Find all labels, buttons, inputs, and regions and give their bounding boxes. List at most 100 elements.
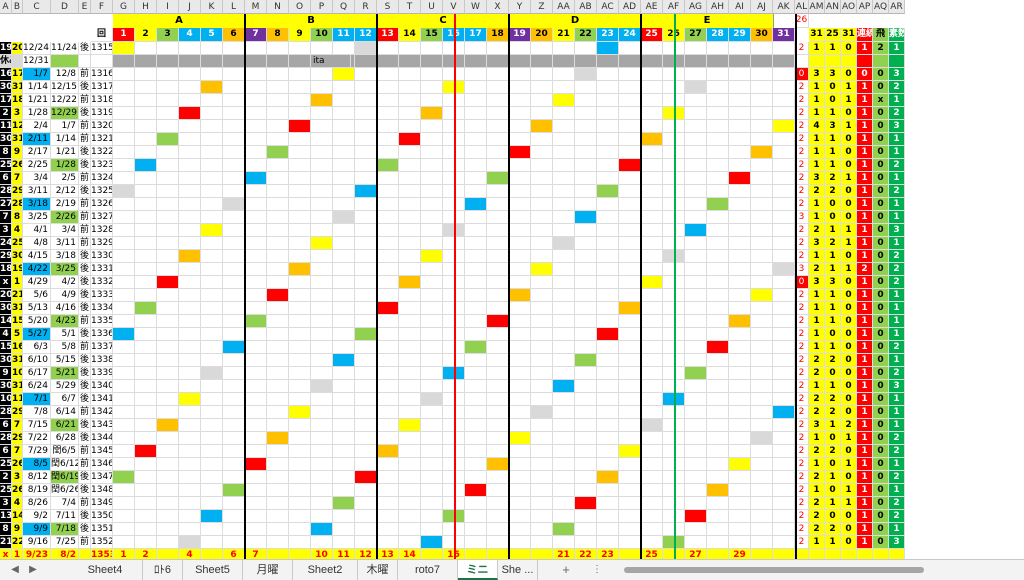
row-a[interactable]: 21 [0,536,12,549]
grid-cell[interactable] [399,419,421,432]
grid-cell[interactable] [421,42,443,55]
grid-cell[interactable] [223,406,245,419]
grid-cell[interactable] [575,211,597,224]
grid-cell[interactable] [487,445,509,458]
grid-cell[interactable] [201,471,223,484]
row-period[interactable]: 前 [79,315,91,328]
row-aq[interactable]: 0 [873,211,889,224]
header-number-17[interactable]: 17 [465,28,487,42]
grid-cell[interactable] [751,42,773,55]
grid-cell[interactable] [531,393,553,406]
grid-cell[interactable] [113,393,135,406]
grid-cell[interactable] [773,94,795,107]
footer-number[interactable]: 10 [311,549,333,559]
row-date[interactable]: 9/16 [23,536,51,549]
grid-cell[interactable] [113,250,135,263]
grid-cell[interactable] [179,250,201,263]
grid-cell[interactable] [597,107,619,120]
grid-cell[interactable] [333,523,355,536]
grid-cell[interactable] [553,263,575,276]
grid-cell[interactable] [641,458,663,471]
grid-cell[interactable] [311,146,333,159]
grid-cell[interactable] [399,133,421,146]
row-al[interactable]: 2 [795,172,809,185]
row-date[interactable]: 3/4 [23,172,51,185]
grid-cell[interactable] [575,484,597,497]
grid-cell[interactable] [531,211,553,224]
row-ap[interactable]: 1 [857,276,873,289]
grid-cell[interactable] [135,211,157,224]
row-prev-date[interactable]: 3/11 [51,237,79,250]
grid-cell[interactable] [135,302,157,315]
tab-scroll-left-button[interactable]: ◀ [11,564,19,575]
grid-cell[interactable] [179,471,201,484]
row-ap[interactable]: 2 [857,263,873,276]
row-am[interactable]: 3 [809,172,825,185]
row-ap[interactable]: 1 [857,497,873,510]
grid-cell[interactable] [465,419,487,432]
header-number-28[interactable]: 28 [707,28,729,42]
row-ao[interactable]: 0 [841,510,857,523]
grid-cell[interactable] [179,185,201,198]
grid-cell[interactable] [311,289,333,302]
group-label-d[interactable]: D [509,14,642,28]
grid-cell[interactable] [619,536,641,549]
grid-cell[interactable] [289,536,311,549]
grid-cell[interactable] [553,211,575,224]
grid-cell[interactable] [157,55,179,68]
grid-cell[interactable] [399,393,421,406]
grid-cell[interactable] [729,42,751,55]
row-date[interactable]: 8/26 [23,497,51,510]
grid-cell[interactable] [597,81,619,94]
grid-cell[interactable] [751,315,773,328]
grid-cell[interactable] [113,42,135,55]
grid-cell[interactable] [223,263,245,276]
grid-cell[interactable] [333,250,355,263]
grid-cell[interactable] [509,445,531,458]
spreadsheet-grid[interactable]: A B C D E F G H I J K L M N O P Q R S T U V W X Y Z AA AB AC AD AE AF AG… [0,0,1024,559]
grid-cell[interactable] [773,367,795,380]
row-a[interactable]: 29 [0,250,12,263]
grid-cell[interactable] [575,497,597,510]
row-ap[interactable]: 1 [857,81,873,94]
grid-cell[interactable] [179,341,201,354]
row-prev-date[interactable]: 閏6/26 [51,484,79,497]
grid-cell[interactable] [531,81,553,94]
row-ao[interactable]: 0 [841,328,857,341]
grid-cell[interactable] [179,445,201,458]
row-ap[interactable]: 1 [857,328,873,341]
header-aq[interactable]: 飛 [873,28,889,42]
grid-cell[interactable] [179,510,201,523]
row-ar[interactable]: 3 [889,120,905,133]
row-ao[interactable]: 0 [841,315,857,328]
grid-cell[interactable] [487,81,509,94]
grid-cell[interactable] [597,146,619,159]
row-date[interactable]: 5/20 [23,315,51,328]
grid-cell[interactable] [377,68,399,81]
grid-cell[interactable] [201,315,223,328]
grid-cell[interactable] [487,432,509,445]
grid-cell[interactable] [465,107,487,120]
footer-number[interactable]: 23 [597,549,619,559]
row-aq[interactable]: 0 [873,328,889,341]
grid-cell[interactable] [289,354,311,367]
grid-cell[interactable] [465,315,487,328]
grid-cell[interactable] [157,419,179,432]
column-header-y[interactable]: Y [509,0,531,14]
row-al[interactable]: 2 [795,133,809,146]
grid-cell[interactable] [773,250,795,263]
row-am[interactable]: 2 [809,523,825,536]
grid-cell[interactable] [553,172,575,185]
row-al[interactable]: 2 [795,328,809,341]
grid-cell[interactable] [355,250,377,263]
grid-cell[interactable] [465,120,487,133]
row-prev-date[interactable]: 1/14 [51,133,79,146]
grid-cell[interactable] [399,445,421,458]
grid-cell[interactable] [575,419,597,432]
row-prev-date[interactable]: 7/18 [51,523,79,536]
grid-cell[interactable] [509,94,531,107]
grid-cell[interactable] [729,198,751,211]
row-am[interactable]: 1 [809,198,825,211]
grid-cell[interactable] [201,146,223,159]
grid-cell[interactable] [333,198,355,211]
